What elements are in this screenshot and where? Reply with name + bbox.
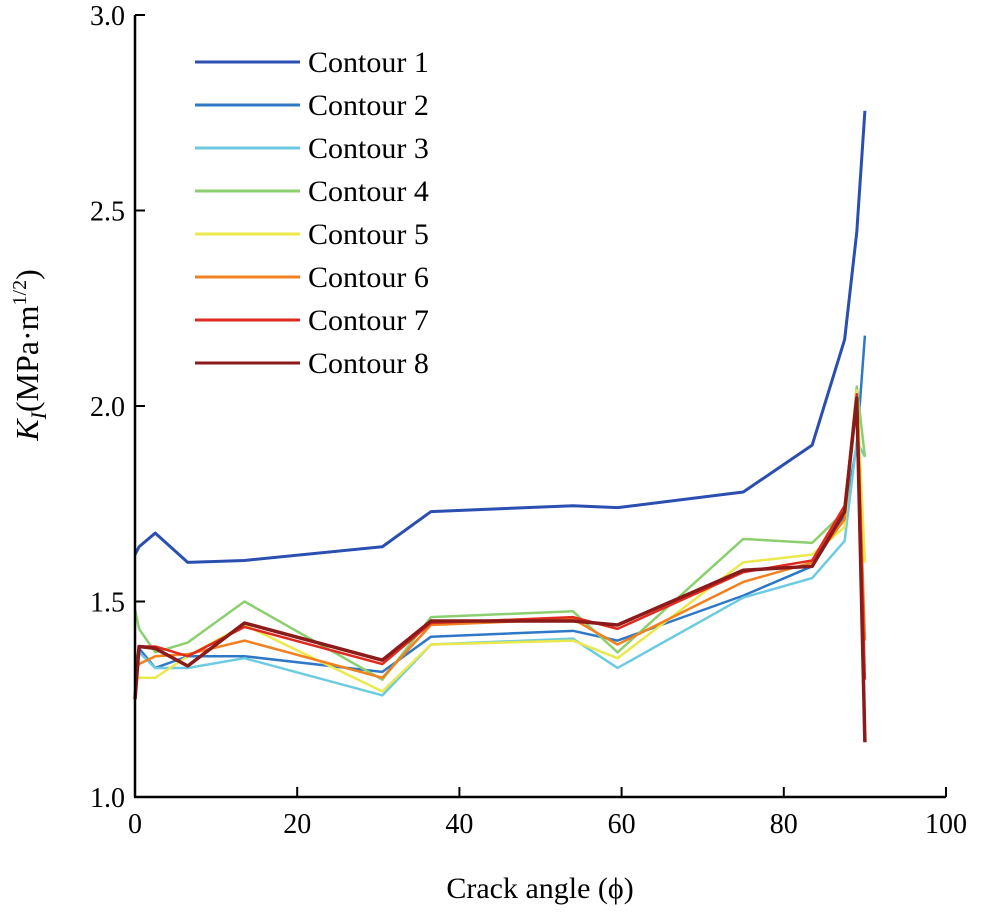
legend-item: Contour 6 [195, 261, 429, 294]
y-tick-label: 2.5 [90, 197, 125, 228]
x-tick-label: 100 [925, 809, 967, 840]
x-tick-label: 60 [608, 809, 636, 840]
legend-label: Contour 7 [308, 304, 429, 337]
legend-label: Contour 1 [308, 46, 429, 79]
x-axis-label: Crack angle (ϕ) [446, 872, 633, 905]
series-line-contour-6 [133, 393, 867, 679]
legend-label: Contour 3 [308, 132, 429, 165]
series-line-contour-7 [133, 393, 867, 700]
x-tick-label: 40 [445, 809, 473, 840]
series-layer [133, 110, 867, 743]
legend-label: Contour 5 [308, 218, 429, 251]
series-line-contour-8 [133, 396, 867, 743]
legend-item: Contour 4 [195, 175, 429, 208]
x-tick-label: 20 [283, 809, 311, 840]
x-tick-label: 80 [770, 809, 798, 840]
y-tick-label: 3.0 [90, 1, 125, 32]
legend: Contour 1 Contour 2 Contour 3 Contour 4 Cont… [195, 46, 429, 380]
ticks-layer: 0 20 40 60 80 100 1.0 1.5 2.0 2.5 3.0 [90, 1, 967, 840]
legend-item: Contour 3 [195, 132, 429, 165]
legend-label: Contour 2 [308, 89, 429, 122]
series-line-contour-1 [133, 110, 867, 564]
y-tick-label: 2.0 [90, 392, 125, 423]
legend-item: Contour 5 [195, 218, 429, 251]
y-axis-label: KI(MPa·m1/2) [9, 269, 51, 442]
legend-item: Contour 2 [195, 89, 429, 122]
legend-item: Contour 1 [195, 46, 429, 79]
legend-item: Contour 8 [195, 347, 429, 380]
x-tick-label: 0 [128, 809, 142, 840]
y-tick-label: 1.0 [90, 783, 125, 814]
series-line-contour-4 [133, 385, 867, 681]
y-tick-label: 1.5 [90, 588, 125, 619]
legend-item: Contour 7 [195, 304, 429, 337]
legend-label: Contour 4 [308, 175, 429, 208]
legend-label: Contour 6 [308, 261, 429, 294]
series-line-contour-5 [134, 389, 867, 693]
legend-label: Contour 8 [308, 347, 429, 380]
